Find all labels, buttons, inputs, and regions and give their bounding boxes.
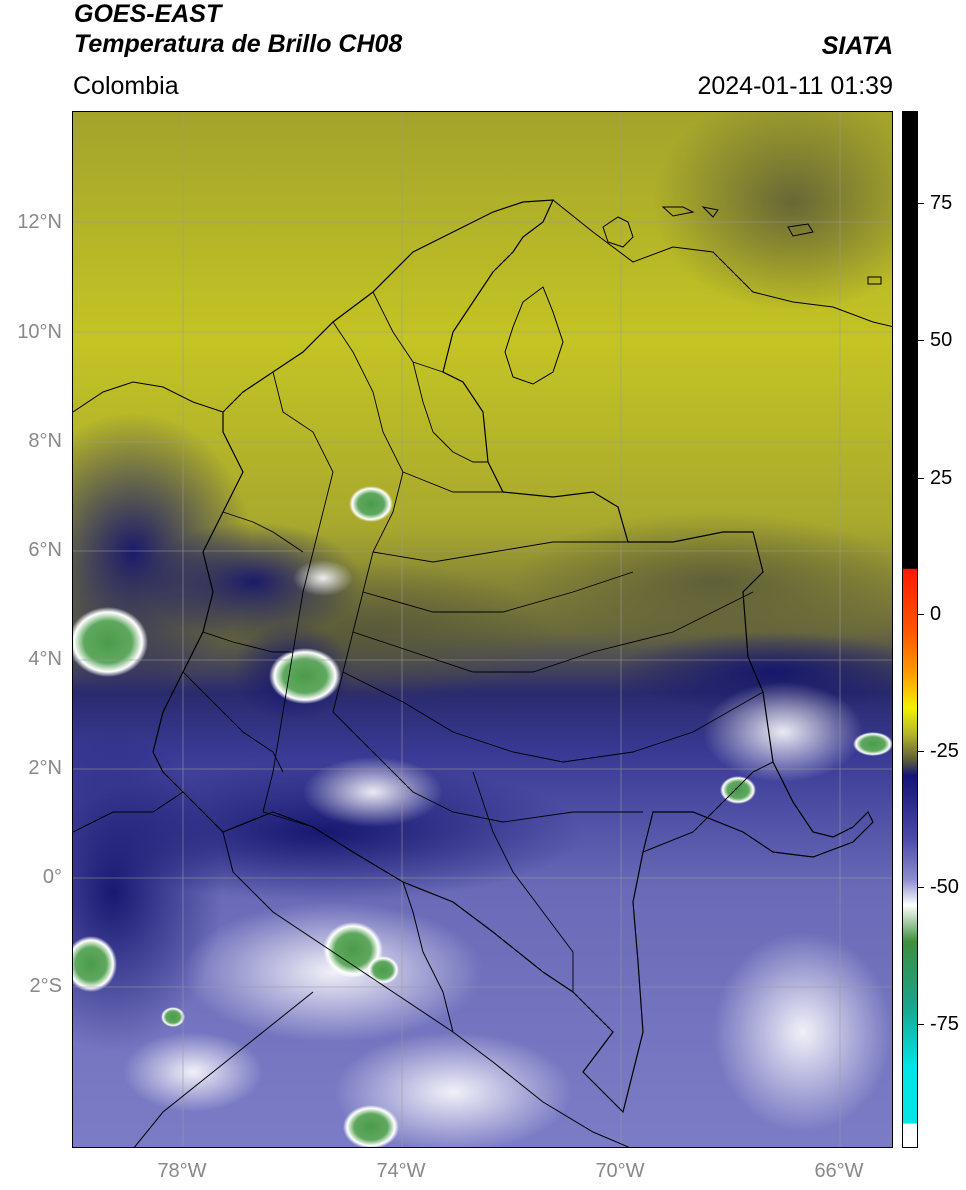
colorbar-canvas — [903, 112, 917, 1147]
product-title: Temperatura de Brillo CH08 — [74, 30, 403, 58]
lat-label-12n: 12°N — [17, 211, 62, 233]
lon-label-70w: 70°W — [595, 1160, 645, 1182]
colorbar — [902, 111, 918, 1148]
region-label: Colombia — [73, 72, 179, 100]
map-canvas — [73, 112, 892, 1147]
lat-label-2s: 2°S — [29, 975, 62, 997]
cbar-label-0: 0 — [930, 603, 942, 625]
cbar-label-25: 25 — [930, 467, 953, 489]
cbar-tick — [918, 340, 924, 341]
lat-label-6n: 6°N — [28, 539, 62, 561]
lat-label-0: 0° — [42, 866, 62, 888]
lon-label-78w: 78°W — [157, 1160, 207, 1182]
cbar-tick — [918, 478, 924, 479]
lat-label-2n: 2°N — [28, 757, 62, 779]
satellite-map — [72, 111, 893, 1148]
cbar-tick — [918, 751, 924, 752]
cbar-label-minus25: -25 — [930, 740, 959, 762]
lon-label-74w: 74°W — [376, 1160, 426, 1182]
satellite-title: GOES-EAST — [74, 0, 222, 28]
cbar-label-minus50: -50 — [930, 876, 959, 898]
cbar-tick — [918, 614, 924, 615]
department-borders — [182, 291, 764, 992]
lon-label-66w: 66°W — [814, 1160, 864, 1182]
colombia-border — [152, 199, 874, 1114]
lake-maracaibo — [504, 286, 564, 385]
lat-label-8n: 8°N — [28, 430, 62, 452]
cbar-label-minus75: -75 — [930, 1013, 959, 1035]
cbar-label-50: 50 — [930, 329, 953, 351]
cbar-tick — [918, 203, 924, 204]
cbar-tick — [918, 1024, 924, 1025]
timestamp-label: 2024-01-11 01:39 — [697, 72, 893, 100]
lat-label-10n: 10°N — [17, 321, 62, 343]
brand-label: SIATA — [821, 32, 893, 60]
neighbor-borders — [73, 199, 892, 1147]
cbar-tick — [918, 887, 924, 888]
lat-label-4n: 4°N — [28, 648, 62, 670]
cbar-label-75: 75 — [930, 192, 953, 214]
